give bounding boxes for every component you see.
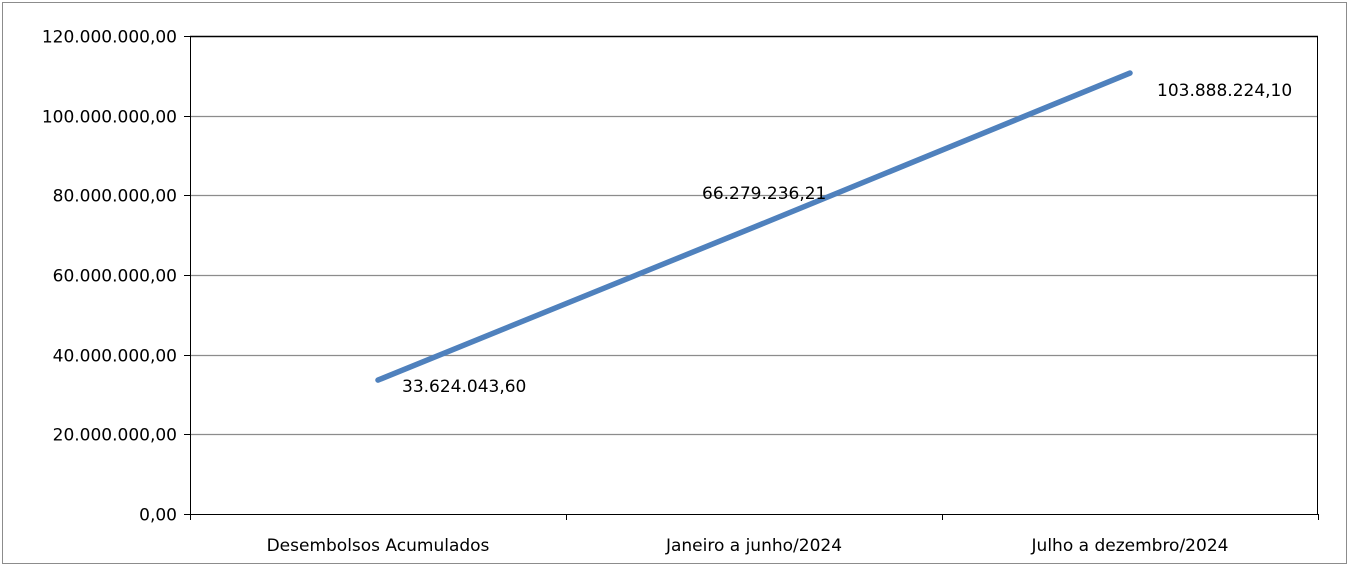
y-tick-label: 120.000.000,00 [42, 28, 177, 48]
data-label: 103.888.224,10 [1157, 81, 1292, 101]
y-tick-label: 40.000.000,00 [53, 347, 177, 367]
data-labels: 33.624.043,60 66.279.236,21 103.888.224,10 [402, 81, 1292, 397]
y-tick-label: 100.000.000,00 [42, 108, 177, 128]
gridlines [190, 115, 1318, 436]
y-tick-label: 60.000.000,00 [53, 267, 177, 287]
y-tick-label: 20.000.000,00 [53, 426, 177, 446]
y-axis-tick-labels: 0,00 20.000.000,00 40.000.000,00 60.000.000… [42, 28, 177, 526]
series-line [375, 70, 1133, 383]
x-category-label: Janeiro a junho/2024 [665, 536, 842, 556]
x-axis-category-labels: Desembolsos Acumulados Janeiro a junho/20… [267, 536, 1229, 556]
x-category-label: Desembolsos Acumulados [267, 536, 490, 556]
axes [184, 35, 1319, 520]
data-label: 33.624.043,60 [402, 377, 526, 397]
x-category-label: Julho a dezembro/2024 [1031, 536, 1229, 556]
y-tick-label: 0,00 [139, 506, 177, 526]
series-line-path [375, 70, 1133, 383]
data-label: 66.279.236,21 [702, 184, 826, 204]
y-tick-label: 80.000.000,00 [53, 187, 177, 207]
